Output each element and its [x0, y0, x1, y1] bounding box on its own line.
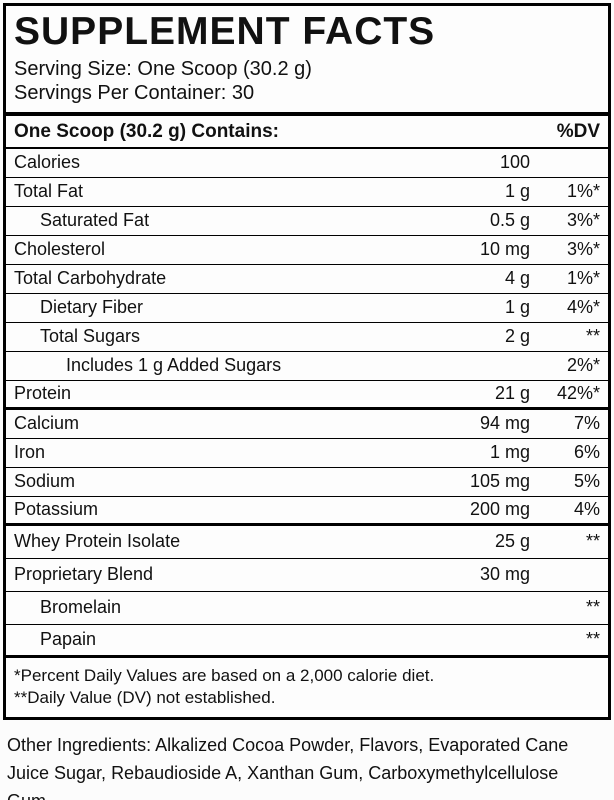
- nutrient-name: Whey Protein Isolate: [14, 531, 181, 552]
- nutrient-name: Calories: [14, 152, 81, 173]
- nutrient-name: Sodium: [14, 471, 76, 492]
- nutrient-row: Total Carbohydrate 4 g 1%*: [6, 265, 608, 294]
- nutrient-name: Potassium: [14, 499, 99, 520]
- nutrient-row: Proprietary Blend 30 mg: [6, 559, 608, 592]
- panel-header: SUPPLEMENT FACTS Serving Size: One Scoop…: [6, 6, 608, 105]
- footnote-not-established: **Daily Value (DV) not established.: [14, 687, 276, 707]
- nutrient-row: Sodium 105 mg 5%: [6, 468, 608, 497]
- nutrient-amount: 30 mg: [479, 564, 530, 585]
- contains-column-header: One Scoop (30.2 g) Contains:: [14, 120, 279, 142]
- nutrient-row: Iron 1 mg 6%: [6, 439, 608, 468]
- nutrient-dv: **: [585, 326, 600, 347]
- nutrient-row: Total Sugars 2 g **: [6, 323, 608, 352]
- nutrient-amount: 100: [499, 152, 530, 173]
- nutrient-row: Dietary Fiber 1 g 4%*: [6, 294, 608, 323]
- nutrient-amount: 4 g: [504, 268, 530, 289]
- nutrient-amount: 94 mg: [479, 413, 530, 434]
- nutrient-name: Total Carbohydrate: [14, 268, 167, 289]
- nutrient-amount: 25 g: [494, 531, 530, 552]
- nutrient-amount: 10 mg: [479, 239, 530, 260]
- nutrient-row: Whey Protein Isolate 25 g **: [6, 526, 608, 559]
- nutrient-row: Potassium 200 mg 4%: [6, 497, 608, 526]
- nutrient-dv: 1%*: [566, 181, 600, 202]
- nutrient-name: Total Fat: [14, 181, 84, 202]
- nutrient-name: Protein: [14, 383, 72, 404]
- nutrient-row: Includes 1 g Added Sugars 2%*: [6, 352, 608, 381]
- nutrient-name: Iron: [14, 442, 46, 463]
- nutrient-dv: 2%*: [566, 355, 600, 376]
- nutrient-dv: 7%: [573, 413, 600, 434]
- nutrient-name: Calcium: [14, 413, 80, 434]
- supplement-facts-panel: SUPPLEMENT FACTS Serving Size: One Scoop…: [3, 3, 611, 720]
- nutrient-amount: 1 g: [504, 181, 530, 202]
- nutrient-dv: **: [585, 597, 600, 618]
- nutrient-dv: 3%*: [566, 210, 600, 231]
- nutrient-name: Dietary Fiber: [40, 297, 144, 318]
- nutrient-name: Proprietary Blend: [14, 564, 154, 585]
- nutrient-amount: 0.5 g: [489, 210, 530, 231]
- facts-rows: Calories 100 Total Fat 1 g 1%* Saturated…: [6, 149, 608, 658]
- nutrient-dv: 4%*: [566, 297, 600, 318]
- nutrient-dv: 42%*: [556, 383, 600, 404]
- nutrient-row: Cholesterol 10 mg 3%*: [6, 236, 608, 265]
- footnote-daily-values: *Percent Daily Values are based on a 2,0…: [14, 665, 435, 685]
- nutrient-amount: 21 g: [494, 383, 530, 404]
- nutrient-name: Cholesterol: [14, 239, 106, 260]
- nutrient-dv: 6%: [573, 442, 600, 463]
- servings-per-container: Servings Per Container: 30: [14, 81, 255, 104]
- serving-size: Serving Size: One Scoop (30.2 g): [14, 57, 312, 80]
- nutrient-row: Calcium 94 mg 7%: [6, 410, 608, 439]
- nutrient-row: Saturated Fat 0.5 g 3%*: [6, 207, 608, 236]
- table-header: One Scoop (30.2 g) Contains: %DV: [6, 111, 608, 149]
- other-ingredients-statement: Other Ingredients: Alkalized Cocoa Powde…: [7, 734, 569, 800]
- dv-column-header: %DV: [556, 120, 600, 142]
- nutrient-name: Saturated Fat: [40, 210, 150, 231]
- footnotes: *Percent Daily Values are based on a 2,0…: [6, 658, 608, 717]
- nutrient-amount: 1 g: [504, 297, 530, 318]
- nutrient-dv: **: [585, 629, 600, 650]
- nutrient-dv: 3%*: [566, 239, 600, 260]
- nutrient-amount: 2 g: [504, 326, 530, 347]
- nutrient-amount: 105 mg: [469, 471, 530, 492]
- panel-title: SUPPLEMENT FACTS: [14, 10, 436, 53]
- nutrient-dv: 4%: [573, 499, 600, 520]
- nutrient-row: Total Fat 1 g 1%*: [6, 178, 608, 207]
- nutrient-row: Bromelain **: [6, 592, 608, 625]
- nutrient-name: Total Sugars: [40, 326, 141, 347]
- nutrient-name: Papain: [40, 629, 97, 650]
- nutrient-amount: 200 mg: [469, 499, 530, 520]
- nutrient-dv: 1%*: [566, 268, 600, 289]
- nutrient-name: Bromelain: [40, 597, 122, 618]
- nutrient-name: Includes 1 g Added Sugars: [66, 355, 282, 376]
- nutrient-dv: **: [585, 531, 600, 552]
- nutrient-row: Papain **: [6, 625, 608, 658]
- nutrient-row: Calories 100: [6, 149, 608, 178]
- nutrient-dv: 5%: [573, 471, 600, 492]
- nutrient-row: Protein 21 g 42%*: [6, 381, 608, 410]
- nutrient-amount: 1 mg: [489, 442, 530, 463]
